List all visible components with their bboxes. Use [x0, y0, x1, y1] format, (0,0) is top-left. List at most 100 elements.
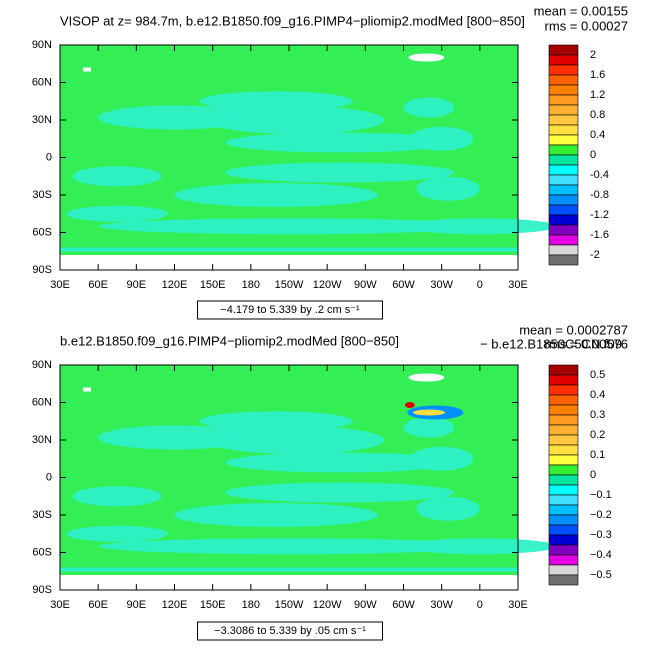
lat-label: 90N	[32, 39, 52, 51]
lon-label: 30W	[430, 279, 453, 291]
lon-label: 120W	[313, 599, 342, 611]
colorbar-box	[548, 154, 579, 166]
ocean-pattern	[199, 91, 353, 112]
lat-label: 90S	[32, 584, 52, 596]
lat-label: 90S	[32, 264, 52, 276]
lon-label: 120E	[162, 599, 188, 611]
colorbar-label: 0.2	[590, 429, 605, 441]
lon-label: 0	[477, 279, 483, 291]
colorbar-box	[548, 554, 579, 566]
southern-band	[60, 247, 518, 252]
colorbar-box	[548, 504, 579, 516]
lon-label: 30W	[430, 599, 453, 611]
ocean-pattern	[199, 411, 353, 432]
colorbar-label: -0.8	[590, 189, 609, 201]
anomaly-blob	[412, 409, 445, 416]
colorbar-box	[548, 484, 579, 496]
colorbar-box	[548, 414, 579, 426]
lat-label: 90N	[32, 359, 52, 371]
ocean-pattern	[225, 162, 455, 183]
colorbar-box	[548, 404, 579, 416]
colorbar-label: 0.5	[590, 369, 605, 381]
colorbar-label: 0.1	[590, 449, 605, 461]
colorbar-box	[548, 44, 579, 56]
ocean-pattern	[416, 176, 480, 201]
ocean-pattern	[225, 482, 455, 503]
ocean-pattern	[403, 538, 557, 555]
lon-label: 60W	[392, 279, 415, 291]
ocean-pattern	[409, 126, 474, 151]
ice-spot	[82, 67, 91, 72]
colorbar-box	[548, 234, 579, 246]
ocean-pattern	[225, 132, 455, 153]
ocean-pattern	[403, 218, 557, 235]
colorbar-box	[548, 564, 579, 576]
panel-title: VISOP at z= 984.7m, b.e12.B1850.f09_g16.…	[60, 13, 525, 28]
mean-label: mean = 0.0002787	[519, 322, 628, 337]
colorbar-box	[548, 544, 579, 556]
colorbar-box	[548, 454, 579, 466]
lat-label: 60S	[32, 226, 52, 238]
lat-label: 30S	[32, 509, 52, 521]
colorbar-box	[548, 474, 579, 486]
ocean-pattern	[403, 97, 455, 118]
colorbar-box	[548, 364, 579, 376]
colorbar-label: −0.1	[590, 489, 612, 501]
colorbar-label: 0	[590, 149, 596, 161]
colorbar-box	[548, 124, 579, 136]
colorbar-label: 2	[590, 49, 596, 61]
lon-label: 120W	[313, 279, 342, 291]
right-subtitle: − b.e12.B1850C5CN.f09	[480, 336, 622, 351]
ocean-pattern	[206, 426, 385, 454]
colorbar-box	[548, 374, 579, 386]
ocean-pattern	[409, 446, 474, 471]
panel: 90N 60N 30N 0 30S 60S 90S 30E 60E 90E 120E 150E 180 1…	[32, 322, 628, 641]
lon-label: 90W	[354, 599, 377, 611]
colorbar-box	[548, 134, 579, 146]
ocean-pattern	[174, 183, 379, 207]
lon-label: 150E	[200, 599, 226, 611]
panel-title: b.e12.B1850.f09_g16.PIMP4−pliomip2.modMe…	[60, 333, 399, 348]
colorbar-box	[548, 144, 579, 156]
ocean-pattern	[66, 205, 169, 222]
lat-label: 30N	[32, 114, 52, 126]
colorbar-box	[548, 224, 579, 236]
colorbar-box	[548, 74, 579, 86]
colorbar-box	[548, 64, 579, 76]
colorbar-box	[548, 394, 579, 406]
lat-label: 30N	[32, 434, 52, 446]
colorbar-box	[548, 104, 579, 116]
lat-label: 30S	[32, 189, 52, 201]
colorbar-label: -1.6	[590, 229, 609, 241]
greenland-ice	[408, 53, 445, 62]
colorbar-box	[548, 54, 579, 66]
colorbar-box	[548, 164, 579, 176]
range-note: −4.179 to 5.339 by .2 cm s⁻¹	[220, 304, 360, 316]
rms-label: rms = 0.00576	[545, 336, 628, 351]
ocean-pattern	[225, 452, 455, 473]
colorbar-label: −0.4	[590, 549, 612, 561]
lon-label: 90E	[127, 279, 147, 291]
colorbar-box	[548, 244, 579, 256]
mean-label: mean = 0.00155	[534, 3, 628, 18]
ocean-pattern	[174, 503, 379, 527]
colorbar-label: 1.6	[590, 69, 605, 81]
greenland-ice	[408, 373, 445, 382]
colorbar-label: 0.8	[590, 109, 605, 121]
rms-label: rms = 0.00027	[545, 18, 628, 33]
lon-label: 90E	[127, 599, 147, 611]
lon-label: 180	[242, 599, 260, 611]
colorbar-box	[548, 94, 579, 106]
lat-label: 60S	[32, 546, 52, 558]
colorbar-box	[548, 434, 579, 446]
ocean-pattern	[403, 417, 455, 438]
lon-label: 30E	[508, 279, 528, 291]
lon-label: 60E	[88, 599, 108, 611]
colorbar-box	[548, 174, 579, 186]
colorbar-label: -1.2	[590, 209, 609, 221]
lon-label: 30E	[50, 279, 70, 291]
lon-label: 0	[477, 599, 483, 611]
ocean-pattern	[206, 106, 385, 134]
lon-label: 120E	[162, 279, 188, 291]
colorbar-box	[548, 464, 579, 476]
